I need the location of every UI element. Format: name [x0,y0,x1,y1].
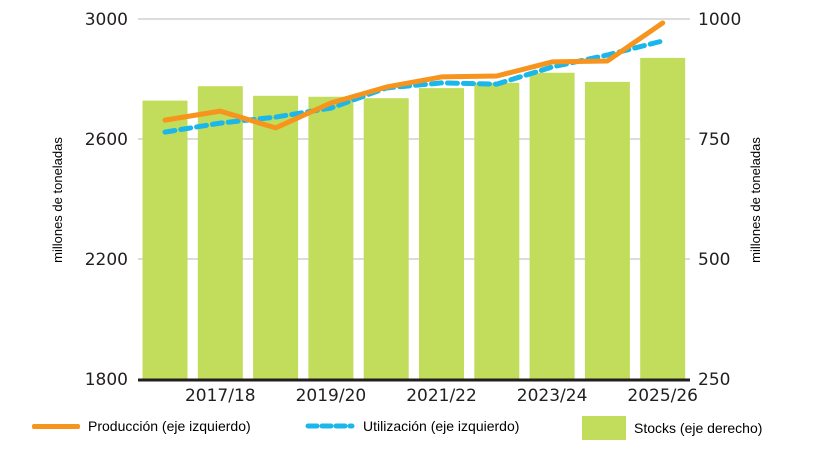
bar-2017/18 [197,86,243,379]
legend-label: Utilización (eje izquierdo) [363,418,520,434]
x-tick-label: 2017/18 [185,386,256,406]
right-tick-label: 250 [698,370,730,390]
bar-2016/17 [142,100,188,379]
bar-2025/26 [640,57,686,379]
bar-2020/21 [363,98,409,379]
legend-item-produccion: Producción (eje izquierdo) [32,418,251,434]
x-tick-label: 2023/24 [517,386,588,406]
x-tick-label: 2025/26 [627,386,698,406]
left-tick-label: 3000 [85,10,128,30]
bar-2023/24 [529,72,575,379]
right-tick-label: 500 [698,250,730,270]
left-tick-label: 1800 [85,370,128,390]
right-tick-label: 750 [698,130,730,150]
legend-label: Producción (eje izquierdo) [88,418,251,434]
bar-2024/25 [584,81,630,379]
bar-2021/22 [419,88,464,380]
left-axis-title: millones de toneladas [50,137,65,263]
x-tick-label: 2021/22 [406,386,477,406]
legend-swatch-bar [582,416,626,440]
legend-label: Stocks (eje derecho) [634,420,763,436]
bar-2018/19 [253,95,299,380]
x-tick-label: 2019/20 [296,386,367,406]
legend-swatch-dashed-line [305,423,355,429]
right-tick-label: 1000 [698,10,741,30]
right-axis-title: millones de toneladas [748,137,763,263]
chart: 1800 2200 2600 3000 250 500 750 1000 2017/18 2019… [50,10,763,406]
left-tick-label: 2600 [85,130,128,150]
left-tick-label: 2200 [85,250,128,270]
legend-item-utilizacion: Utilización (eje izquierdo) [305,418,519,434]
legend-item-stocks: Stocks (eje derecho) [582,416,762,440]
produccion-line [162,20,666,131]
legend-swatch-line [32,423,80,429]
bar-2019/20 [308,96,354,379]
bar-2022/23 [474,82,520,379]
